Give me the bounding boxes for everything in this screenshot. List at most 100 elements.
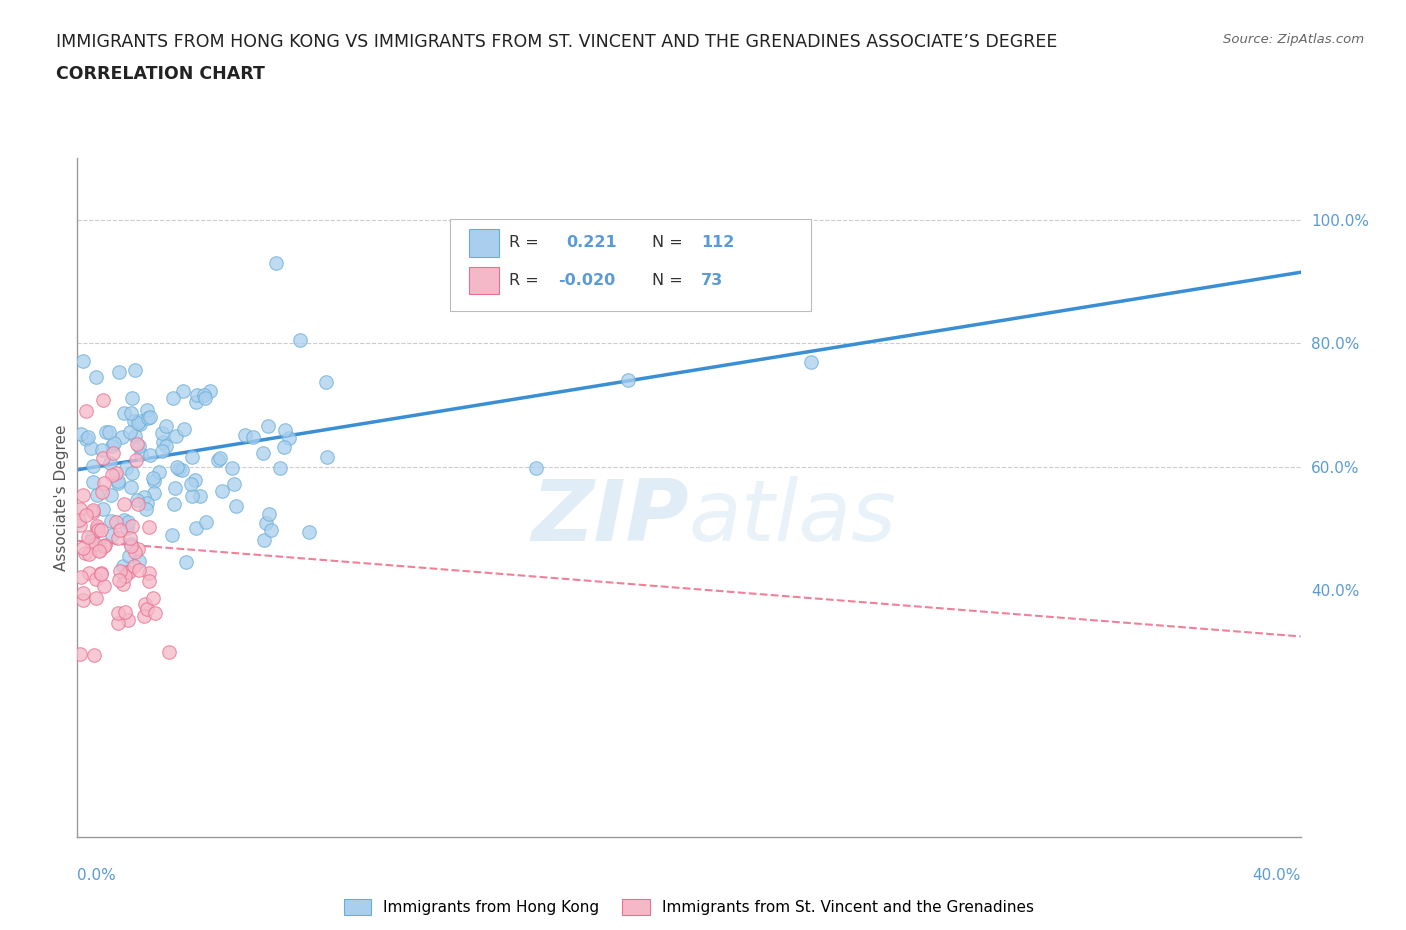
Point (142, 485, 165, 500)
Point (91, 392, 114, 407)
Point (257, 418, 280, 433)
Point (181, 488, 204, 503)
Point (127, 416, 149, 431)
Point (135, 495, 157, 510)
Point (107, 473, 129, 488)
Point (128, 553, 150, 568)
Text: Source: ZipAtlas.com: Source: ZipAtlas.com (1223, 33, 1364, 46)
Point (277, 431, 299, 445)
Text: -0.020: -0.020 (558, 272, 616, 287)
Point (150, 444, 173, 458)
Point (162, 390, 184, 405)
Point (117, 549, 139, 564)
Point (94, 425, 117, 440)
Point (73, 545, 96, 560)
Point (112, 512, 135, 527)
Point (72, 540, 94, 555)
Point (174, 554, 197, 569)
Point (111, 558, 134, 573)
Point (127, 437, 149, 452)
Point (120, 480, 142, 495)
Point (150, 425, 173, 440)
Point (129, 417, 152, 432)
Point (127, 542, 149, 557)
Point (121, 391, 143, 405)
Point (108, 573, 131, 588)
Point (111, 577, 134, 591)
Point (114, 405, 136, 420)
Point (269, 460, 291, 475)
Point (84, 537, 107, 551)
Point (75, 508, 97, 523)
Point (84, 591, 107, 605)
Point (617, 373, 640, 388)
Point (98, 456, 121, 471)
Point (264, 256, 287, 271)
Point (121, 466, 143, 481)
Point (120, 424, 142, 439)
Point (121, 519, 143, 534)
FancyBboxPatch shape (450, 219, 811, 311)
Point (91, 451, 114, 466)
Point (107, 475, 129, 490)
Point (138, 520, 160, 535)
Point (193, 387, 215, 402)
Point (124, 363, 146, 378)
Point (134, 596, 156, 611)
Point (198, 383, 221, 398)
Text: atlas: atlas (689, 476, 897, 560)
Point (138, 409, 160, 424)
Point (260, 523, 283, 538)
Point (125, 453, 148, 468)
Point (142, 471, 165, 485)
Point (82, 475, 104, 490)
Point (135, 403, 157, 418)
Point (93, 476, 115, 491)
Point (274, 423, 297, 438)
Point (172, 384, 194, 399)
Point (257, 507, 280, 522)
Point (69, 646, 91, 661)
Point (222, 477, 245, 492)
Point (101, 438, 124, 453)
Point (128, 563, 150, 578)
Point (138, 565, 160, 580)
Point (128, 414, 150, 429)
FancyBboxPatch shape (468, 267, 499, 294)
Point (91, 485, 114, 499)
Y-axis label: Associate's Degree: Associate's Degree (53, 424, 69, 571)
Point (100, 487, 122, 502)
Point (115, 521, 138, 536)
Point (117, 613, 139, 628)
Point (315, 449, 337, 464)
Point (112, 496, 135, 511)
Point (115, 565, 138, 579)
Point (145, 606, 167, 621)
Point (122, 413, 145, 428)
Point (80, 533, 103, 548)
Point (70, 570, 93, 585)
Point (118, 531, 141, 546)
Point (100, 513, 122, 528)
Point (90, 565, 112, 580)
Point (90, 523, 112, 538)
Point (107, 530, 129, 545)
Point (93, 578, 115, 593)
Point (72, 487, 94, 502)
Point (183, 472, 205, 487)
Point (194, 391, 217, 405)
Point (114, 604, 136, 619)
Text: CORRELATION CHART: CORRELATION CHART (56, 65, 266, 83)
Point (79, 547, 101, 562)
Point (120, 538, 142, 553)
Point (172, 463, 194, 478)
Text: 112: 112 (702, 235, 734, 250)
Point (233, 428, 256, 443)
Point (97, 424, 120, 439)
Point (103, 435, 125, 450)
Point (167, 461, 190, 476)
Point (298, 525, 321, 539)
Text: N =: N = (652, 272, 683, 287)
Point (108, 523, 131, 538)
Text: IMMIGRANTS FROM HONG KONG VS IMMIGRANTS FROM ST. VINCENT AND THE GRENADINES ASSO: IMMIGRANTS FROM HONG KONG VS IMMIGRANTS … (56, 33, 1057, 50)
